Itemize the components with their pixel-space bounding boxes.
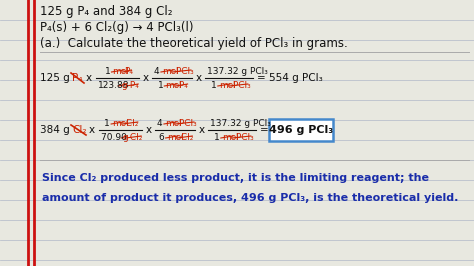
Text: PCl₃: PCl₃ <box>173 66 194 76</box>
Text: P₄: P₄ <box>176 81 188 89</box>
Text: Cl₂: Cl₂ <box>72 125 86 135</box>
Text: P₄(s) + 6 Cl₂(g) → 4 PCl₃(l): P₄(s) + 6 Cl₂(g) → 4 PCl₃(l) <box>40 22 193 35</box>
Text: 1: 1 <box>157 81 166 89</box>
Text: x: x <box>86 73 92 83</box>
Text: 6: 6 <box>159 132 167 142</box>
Text: PCl₃: PCl₃ <box>230 81 251 89</box>
Text: P₄: P₄ <box>72 73 82 83</box>
Text: mol: mol <box>165 81 182 89</box>
Text: x: x <box>146 125 152 135</box>
Text: 1: 1 <box>214 132 223 142</box>
Text: 1: 1 <box>104 118 113 127</box>
Text: 384 g: 384 g <box>40 125 70 135</box>
Text: mol: mol <box>167 132 183 142</box>
Text: mol: mol <box>219 81 236 89</box>
Text: 70.90: 70.90 <box>101 132 130 142</box>
Text: mol: mol <box>162 66 179 76</box>
Text: mol: mol <box>112 66 129 76</box>
Text: (a.)  Calculate the theoretical yield of PCl₃ in grams.: (a.) Calculate the theoretical yield of … <box>40 38 348 51</box>
Text: P₄: P₄ <box>127 81 139 89</box>
Text: 137.32 g PCl₃: 137.32 g PCl₃ <box>210 118 271 127</box>
Text: 4: 4 <box>157 118 166 127</box>
Text: PCl₃: PCl₃ <box>233 132 254 142</box>
Text: PCl₃: PCl₃ <box>176 118 197 127</box>
Text: 1: 1 <box>105 66 113 76</box>
Text: mol: mol <box>222 132 239 142</box>
Text: 4: 4 <box>154 66 163 76</box>
Text: x: x <box>196 73 202 83</box>
Text: Cl₂: Cl₂ <box>127 132 142 142</box>
Text: g: g <box>119 81 128 89</box>
Text: Since Cl₂ produced less product, it is the limiting reagent; the: Since Cl₂ produced less product, it is t… <box>42 173 429 183</box>
Text: x: x <box>143 73 149 83</box>
Text: mol: mol <box>165 118 182 127</box>
Text: Cl₂: Cl₂ <box>123 118 139 127</box>
Text: 1: 1 <box>211 81 219 89</box>
Text: 496 g PCl₃: 496 g PCl₃ <box>269 125 333 135</box>
Text: amount of product it produces, 496 g PCl₃, is the theoretical yield.: amount of product it produces, 496 g PCl… <box>42 193 458 203</box>
Text: P₄: P₄ <box>124 66 133 76</box>
Text: 125 g: 125 g <box>40 73 70 83</box>
Text: x: x <box>199 125 205 135</box>
Text: Cl₂: Cl₂ <box>178 132 193 142</box>
FancyBboxPatch shape <box>269 119 333 141</box>
Text: 137.32 g PCl₃: 137.32 g PCl₃ <box>207 66 268 76</box>
Text: g: g <box>122 132 128 142</box>
Text: mol: mol <box>112 118 129 127</box>
Text: x: x <box>89 125 95 135</box>
Text: = 554 g PCl₃: = 554 g PCl₃ <box>257 73 323 83</box>
Text: =: = <box>260 125 269 135</box>
Text: 123.88: 123.88 <box>98 81 129 89</box>
Text: 125 g P₄ and 384 g Cl₂: 125 g P₄ and 384 g Cl₂ <box>40 6 173 19</box>
